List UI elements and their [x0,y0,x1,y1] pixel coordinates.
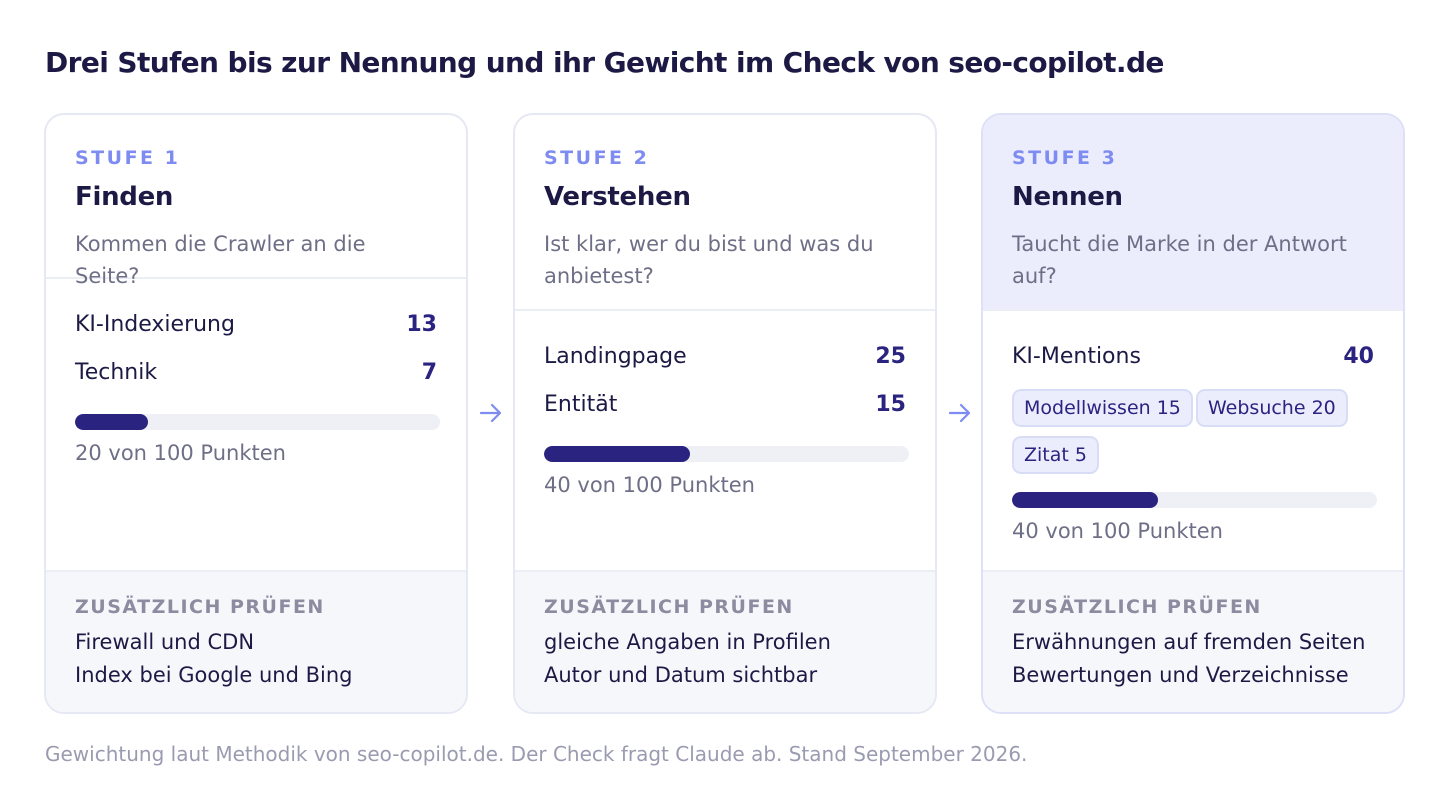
stage-question: Ist klar, wer du bist und was du anbiete… [544,232,874,288]
metric-name: Entität [544,392,618,417]
stage-card-3: STUFE 3 Nennen Taucht die Marke in der A… [981,113,1405,714]
metric-row: KI-Indexierung 13 [75,312,437,337]
stage-question: Kommen die Crawler an die Seite? [75,232,366,288]
metric-value: 13 [406,312,437,337]
methodology-caption: Gewichtung laut Methodik von seo-copilot… [45,742,1028,766]
score-text: 40 von 100 Punkten [544,473,755,497]
metric-row: Entität 15 [544,392,906,417]
score-progress-bar [75,414,440,430]
extra-check-item: gleiche Angaben in Profilen [544,630,831,654]
extra-checks: ZUSÄTZLICH PRÜFEN gleiche Angaben in Pro… [515,570,935,712]
metric-row: Landingpage 25 [544,344,906,369]
sub-score-chip: Websuche 20 [1196,389,1348,427]
stage-name: Verstehen [544,182,691,212]
stage-header: STUFE 2 Verstehen Ist klar, wer du bist … [515,115,935,311]
stage-name: Finden [75,182,174,212]
page-title: Drei Stufen bis zur Nennung und ihr Gewi… [45,46,1164,79]
score-progress-bar [1012,492,1377,508]
sub-score-chip: Zitat 5 [1012,436,1099,474]
sub-score-chip: Modellwissen 15 [1012,389,1193,427]
extra-check-item: Bewertungen und Verzeichnisse [1012,663,1349,687]
metric-row: Technik 7 [75,360,437,385]
metric-value: 7 [421,360,437,385]
score-progress-fill [1012,492,1158,508]
metric-value: 40 [1343,344,1374,369]
stage-card-2: STUFE 2 Verstehen Ist klar, wer du bist … [513,113,937,714]
extra-check-item: Firewall und CDN [75,630,255,654]
stage-label: STUFE 3 [1012,147,1118,169]
arrow-right-icon [948,403,971,423]
score-progress-fill [75,414,148,430]
extra-checks-label: ZUSÄTZLICH PRÜFEN [75,596,325,618]
metric-name: Technik [75,360,158,385]
extra-checks-label: ZUSÄTZLICH PRÜFEN [544,596,794,618]
arrow-right-icon [479,403,502,423]
metric-name: KI-Mentions [1012,344,1141,369]
stage-question: Taucht die Marke in der Antwort auf? [1012,232,1347,288]
score-text: 20 von 100 Punkten [75,441,286,465]
metric-name: KI-Indexierung [75,312,235,337]
score-progress-bar [544,446,909,462]
stage-header: STUFE 3 Nennen Taucht die Marke in der A… [983,115,1403,311]
metric-name: Landingpage [544,344,687,369]
extra-check-item: Index bei Google und Bing [75,663,353,687]
stage-label: STUFE 1 [75,147,181,169]
extra-checks: ZUSÄTZLICH PRÜFEN Firewall und CDN Index… [46,570,466,712]
extra-checks: ZUSÄTZLICH PRÜFEN Erwähnungen auf fremde… [983,570,1403,712]
metric-row: KI-Mentions 40 [1012,344,1374,369]
stage-label: STUFE 2 [544,147,650,169]
stage-header: STUFE 1 Finden Kommen die Crawler an die… [46,115,466,288]
score-text: 40 von 100 Punkten [1012,519,1223,543]
stage-name: Nennen [1012,182,1123,212]
stage-card-1: STUFE 1 Finden Kommen die Crawler an die… [44,113,468,714]
metric-value: 25 [875,344,906,369]
score-progress-fill [544,446,690,462]
extra-check-item: Autor und Datum sichtbar [544,663,818,687]
metric-value: 15 [875,392,906,417]
extra-check-item: Erwähnungen auf fremden Seiten [1012,630,1366,654]
extra-checks-label: ZUSÄTZLICH PRÜFEN [1012,596,1262,618]
